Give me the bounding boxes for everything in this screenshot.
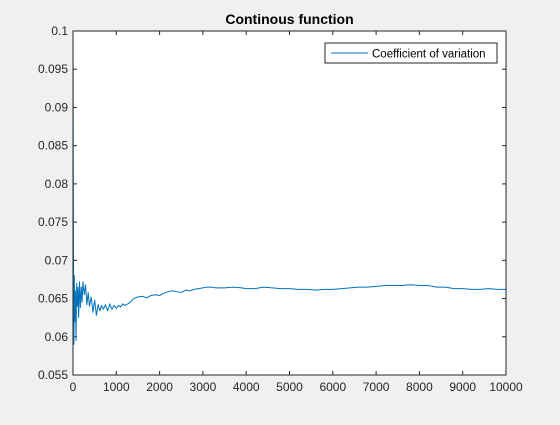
y-tick-label: 0.075 — [38, 215, 68, 229]
series-line — [72, 30, 506, 345]
x-tick-label: 3000 — [190, 380, 217, 394]
series-layer — [72, 30, 506, 345]
x-tick-label: 10000 — [489, 380, 523, 394]
x-tick-label: 2000 — [146, 380, 173, 394]
x-tick-label: 4000 — [233, 380, 260, 394]
y-tick-label: 0.055 — [38, 368, 68, 382]
y-tick-label: 0.1 — [51, 24, 68, 38]
legend-label: Coefficient of variation — [372, 49, 486, 61]
x-tick-label: 5000 — [276, 380, 303, 394]
x-tick-label: 0 — [70, 380, 77, 394]
legend: Coefficient of variation — [324, 42, 498, 64]
x-tick-label: 7000 — [363, 380, 390, 394]
x-tick-label: 9000 — [449, 380, 476, 394]
y-tick-label: 0.095 — [38, 62, 68, 76]
x-axis: 0 1000 2000 3000 4000 5000 6000 7000 8000 9000 100… — [70, 31, 523, 394]
y-tick-label: 0.07 — [45, 253, 69, 267]
legend-box — [324, 42, 498, 64]
y-tick-label: 0.09 — [45, 100, 69, 114]
y-axis: 0.055 0.06 0.065 0.07 0.075 0.08 0.085 0.09 0.09… — [38, 24, 506, 382]
plot-area — [73, 31, 506, 375]
plot-frame — [72, 30, 507, 376]
x-tick-label: 8000 — [406, 380, 433, 394]
x-tick-label: 6000 — [319, 380, 346, 394]
x-tick-label: 1000 — [103, 380, 130, 394]
y-tick-label: 0.085 — [38, 139, 68, 153]
y-tick-label: 0.08 — [45, 177, 69, 191]
y-tick-label: 0.06 — [45, 330, 69, 344]
y-tick-label: 0.065 — [38, 292, 68, 306]
chart-title: Continous function — [225, 11, 353, 27]
